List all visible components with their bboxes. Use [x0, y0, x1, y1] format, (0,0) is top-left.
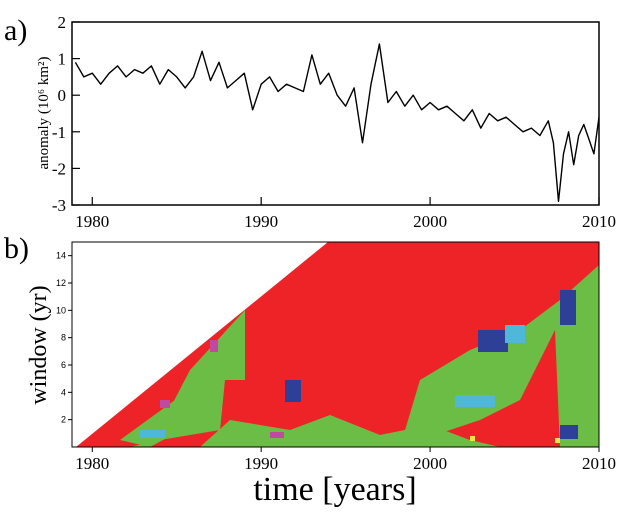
panel-a-xtick-label: 2000 — [413, 212, 447, 231]
panel-b-xtick-label: 2000 — [413, 454, 447, 473]
heatmap-magenta-patch-2 — [160, 400, 170, 408]
heatmap-yellow-speck-2 — [555, 438, 560, 443]
panel-b-xtick-label: 1980 — [75, 454, 109, 473]
panel-a-xtick-label: 1980 — [75, 212, 109, 231]
panel-b-xlabel: time [years] — [253, 471, 416, 508]
heatmap-blue-patch-3 — [285, 380, 301, 402]
panel-a-ticks: 1980 1990 2000 2010 -3 -2 -1 0 1 2 — [52, 13, 616, 231]
heatmap-green-region-early — [90, 310, 245, 447]
heatmap-cyan-patch-1 — [505, 325, 525, 343]
heatmap-green-region-mid — [200, 415, 500, 447]
heatmap-cyan-patch-3 — [140, 430, 165, 438]
heatmap-yellow-speck-1 — [470, 436, 475, 441]
panel-a-xtick-label: 2010 — [582, 212, 616, 231]
heatmap-area — [76, 242, 599, 447]
heatmap-blue-patch-1 — [478, 330, 508, 352]
panel-a-ytick-label: -2 — [52, 159, 66, 178]
panel-a-xtick-label: 1990 — [244, 212, 278, 231]
panel-b-label: b) — [4, 232, 29, 265]
heatmap-blue-patch-4 — [560, 425, 578, 439]
panel-b-xtick-label: 1990 — [244, 454, 278, 473]
panel-b-ytick-label: 2 — [61, 415, 66, 425]
anomaly-series-line — [74, 43, 599, 202]
heatmap-blue-patch-2 — [560, 290, 576, 325]
panel-a: a) 1980 1990 2000 2010 -3 -2 -1 0 1 2 anomaly (10… — [4, 13, 616, 231]
heatmap-cyan-patch-2 — [455, 395, 495, 407]
panel-b-ylabel: window (yr) — [26, 285, 52, 404]
heatmap-magenta-patch-1 — [210, 340, 218, 352]
panel-b-xtick-label: 2010 — [582, 454, 616, 473]
panel-b: b) 1980 1990 20 — [4, 232, 616, 508]
heatmap-green-region-late — [400, 265, 599, 447]
heatmap-magenta-patch-3 — [270, 432, 284, 438]
panel-a-ytick-label: 2 — [58, 13, 67, 32]
panel-b-ytick-label: 6 — [61, 360, 66, 370]
panel-a-ytick-label: -3 — [52, 196, 66, 215]
panel-b-frame — [71, 241, 600, 448]
panel-b-ytick-label: 10 — [56, 305, 66, 315]
panel-b-ytick-label: 14 — [56, 251, 66, 261]
panel-b-ticks: 1980 1990 2000 2010 2 4 6 8 10 12 14 — [56, 251, 616, 473]
panel-b-ytick-label: 8 — [61, 333, 66, 343]
panel-a-label: a) — [4, 14, 27, 47]
panel-a-ytick-label: -1 — [52, 123, 66, 142]
panel-b-ytick-label: 12 — [56, 278, 66, 288]
panel-a-ytick-label: 1 — [58, 50, 67, 69]
panel-b-ytick-label: 4 — [61, 387, 66, 397]
panel-a-ylabel: anomaly (10⁶ km²) — [36, 56, 52, 169]
panel-a-frame — [71, 21, 600, 206]
panel-a-ytick-label: 0 — [58, 86, 67, 105]
